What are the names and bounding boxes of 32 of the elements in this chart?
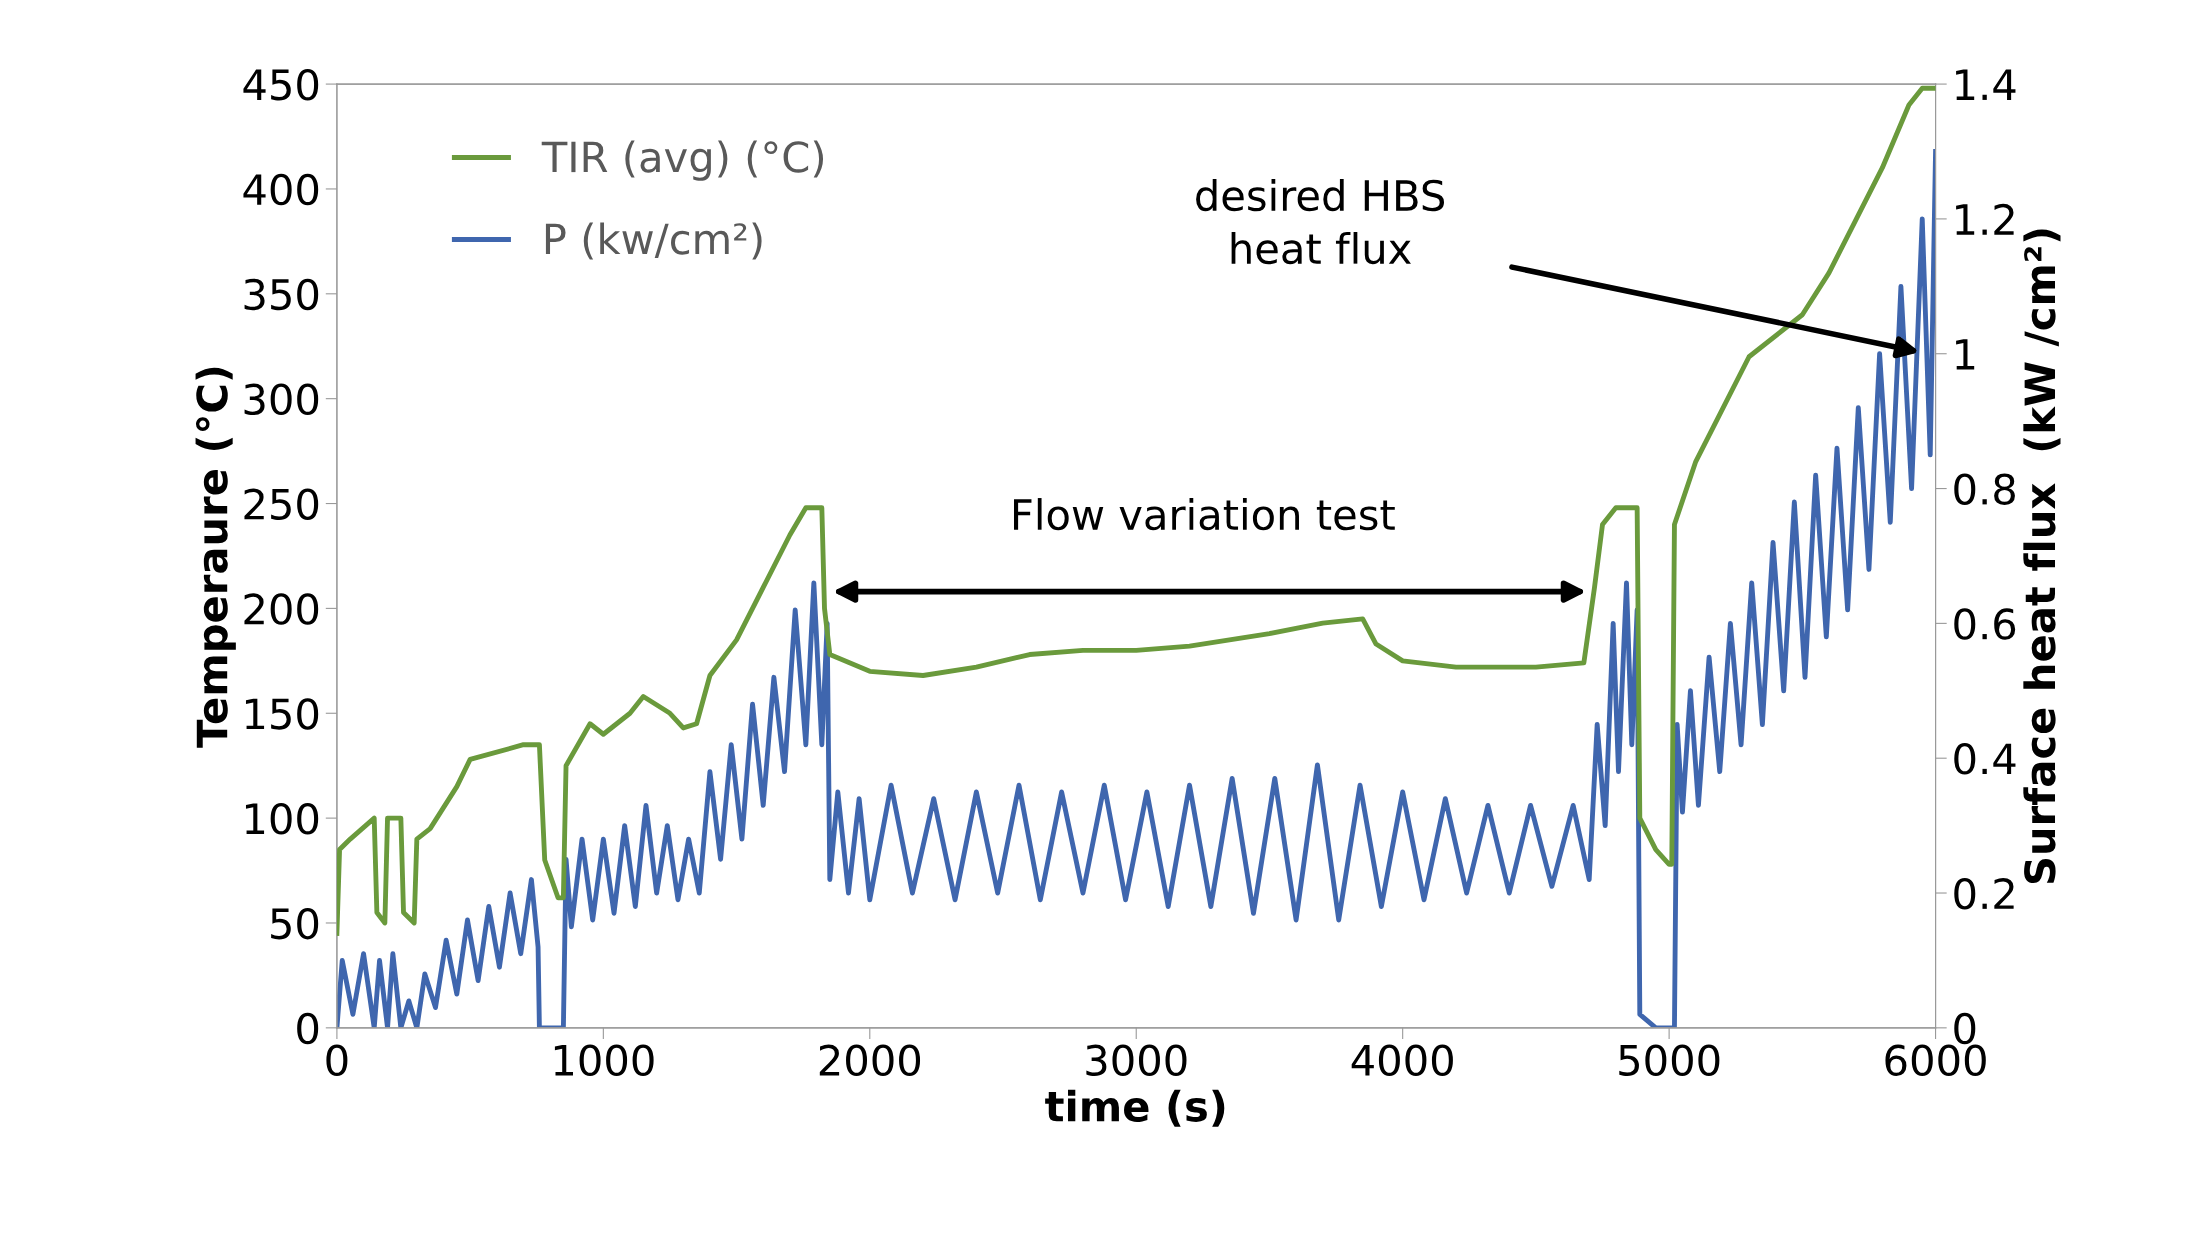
y2-axis-title: Surface heat flux (kW /cm²) (2023, 229, 2061, 884)
y-tick-label: 250 (244, 488, 319, 520)
x-tick-label: 3000 (1086, 1044, 1187, 1077)
y2-tick-label: 0.8 (1954, 473, 2015, 505)
y2-tick-label: 0.4 (1954, 743, 2016, 775)
x-tick-label: 4000 (1351, 1044, 1453, 1077)
y-tick-label: 300 (244, 383, 319, 416)
annotation: desired HBS heat flux (1196, 178, 1445, 265)
y2-tick-label: 1 (1956, 339, 1975, 370)
x-tick-label: 2000 (819, 1044, 921, 1077)
y-tick-label: 350 (244, 278, 319, 311)
y2-tick-label: 1.2 (1956, 203, 2014, 235)
y2-tick-label: 0.2 (1954, 877, 2014, 910)
y-tick-label: 450 (243, 68, 319, 101)
y-tick-label: 200 (244, 593, 319, 625)
y-tick-label: 100 (245, 803, 319, 835)
y2-tick-label: 0 (1954, 1012, 1976, 1045)
x-tick-label: 5000 (1619, 1044, 1720, 1077)
x-tick-label: 0 (326, 1044, 348, 1077)
x-tick-label: 1000 (554, 1044, 654, 1077)
y-tick-label: 0 (297, 1012, 319, 1045)
legend-label: P (kw/cm²) (545, 222, 762, 260)
y-axis-title: Temperaure (°C) (195, 367, 236, 748)
y2-tick-label: 1.4 (1956, 69, 2016, 100)
annotation: Flow variation test (1014, 498, 1395, 531)
y-tick-label: 400 (243, 173, 319, 206)
y-tick-label: 50 (271, 907, 319, 940)
y-tick-label: 150 (245, 698, 319, 730)
x-axis-title: time (s) (1045, 1089, 1225, 1127)
x-tick-label: 6000 (1885, 1044, 1986, 1077)
legend-label: TIR (avg) (°C) (541, 140, 824, 181)
y2-tick-label: 0.6 (1954, 608, 2016, 640)
